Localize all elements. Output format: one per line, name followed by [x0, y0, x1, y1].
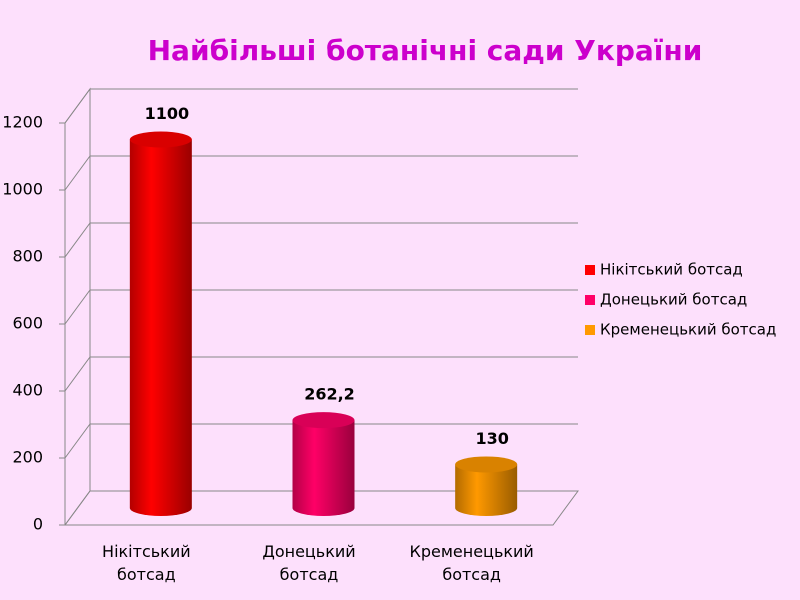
data-label: 130: [475, 429, 508, 448]
x-tick-label: Кременецький ботсад: [409, 542, 534, 584]
grid-line: [64, 423, 578, 459]
legend-swatch: [585, 265, 595, 275]
y-tick-label: 1200: [2, 113, 43, 132]
legend-swatch: [585, 325, 595, 335]
y-tick-label: 600: [12, 314, 43, 333]
x-tick-label: Донецький ботсад: [262, 542, 356, 584]
y-tick-label: 1000: [2, 180, 43, 199]
data-label: 1100: [145, 104, 190, 123]
grid-line: [64, 155, 578, 191]
y-tick-label: 200: [12, 448, 43, 467]
y-tick-label: 0: [33, 515, 43, 534]
legend-label: Донецький ботсад: [600, 291, 747, 309]
data-label: 262,2: [304, 385, 355, 404]
bar-top: [292, 412, 355, 429]
legend-swatch: [585, 295, 595, 305]
bar-top: [455, 456, 518, 473]
x-tick-label: Нікітський ботсад: [102, 542, 191, 584]
grid-line: [64, 289, 578, 325]
y-tick-label: 800: [12, 247, 43, 266]
bar: [455, 464, 518, 516]
bar: [292, 420, 355, 516]
bar-top: [129, 131, 192, 148]
legend-label: Кременецький ботсад: [600, 321, 776, 339]
y-tick-label: 400: [12, 381, 43, 400]
legend-label: Нікітський ботсад: [600, 261, 743, 279]
grid-line: [64, 490, 578, 526]
grid-line: [64, 88, 578, 124]
chart-title: Найбільші ботанічні сади України: [148, 34, 703, 67]
grid-line: [64, 356, 578, 392]
grid-line: [64, 222, 578, 258]
bar: [129, 139, 192, 516]
